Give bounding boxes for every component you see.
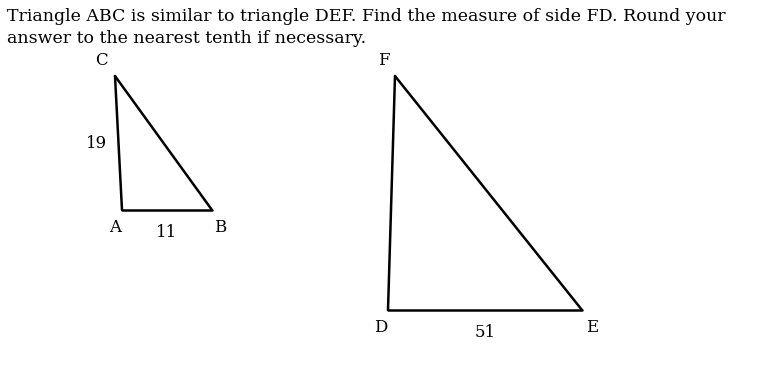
Text: D: D xyxy=(375,319,388,336)
Text: C: C xyxy=(96,52,108,69)
Text: A: A xyxy=(109,219,121,236)
Text: 11: 11 xyxy=(156,224,178,241)
Text: answer to the nearest tenth if necessary.: answer to the nearest tenth if necessary… xyxy=(7,30,366,47)
Text: 19: 19 xyxy=(86,134,107,152)
Text: F: F xyxy=(378,52,390,69)
Text: 51: 51 xyxy=(475,324,496,341)
Text: E: E xyxy=(586,319,598,336)
Text: Triangle ABC is similar to triangle DEF. Find the measure of side FD. Round your: Triangle ABC is similar to triangle DEF.… xyxy=(7,8,726,25)
Text: B: B xyxy=(214,219,226,236)
